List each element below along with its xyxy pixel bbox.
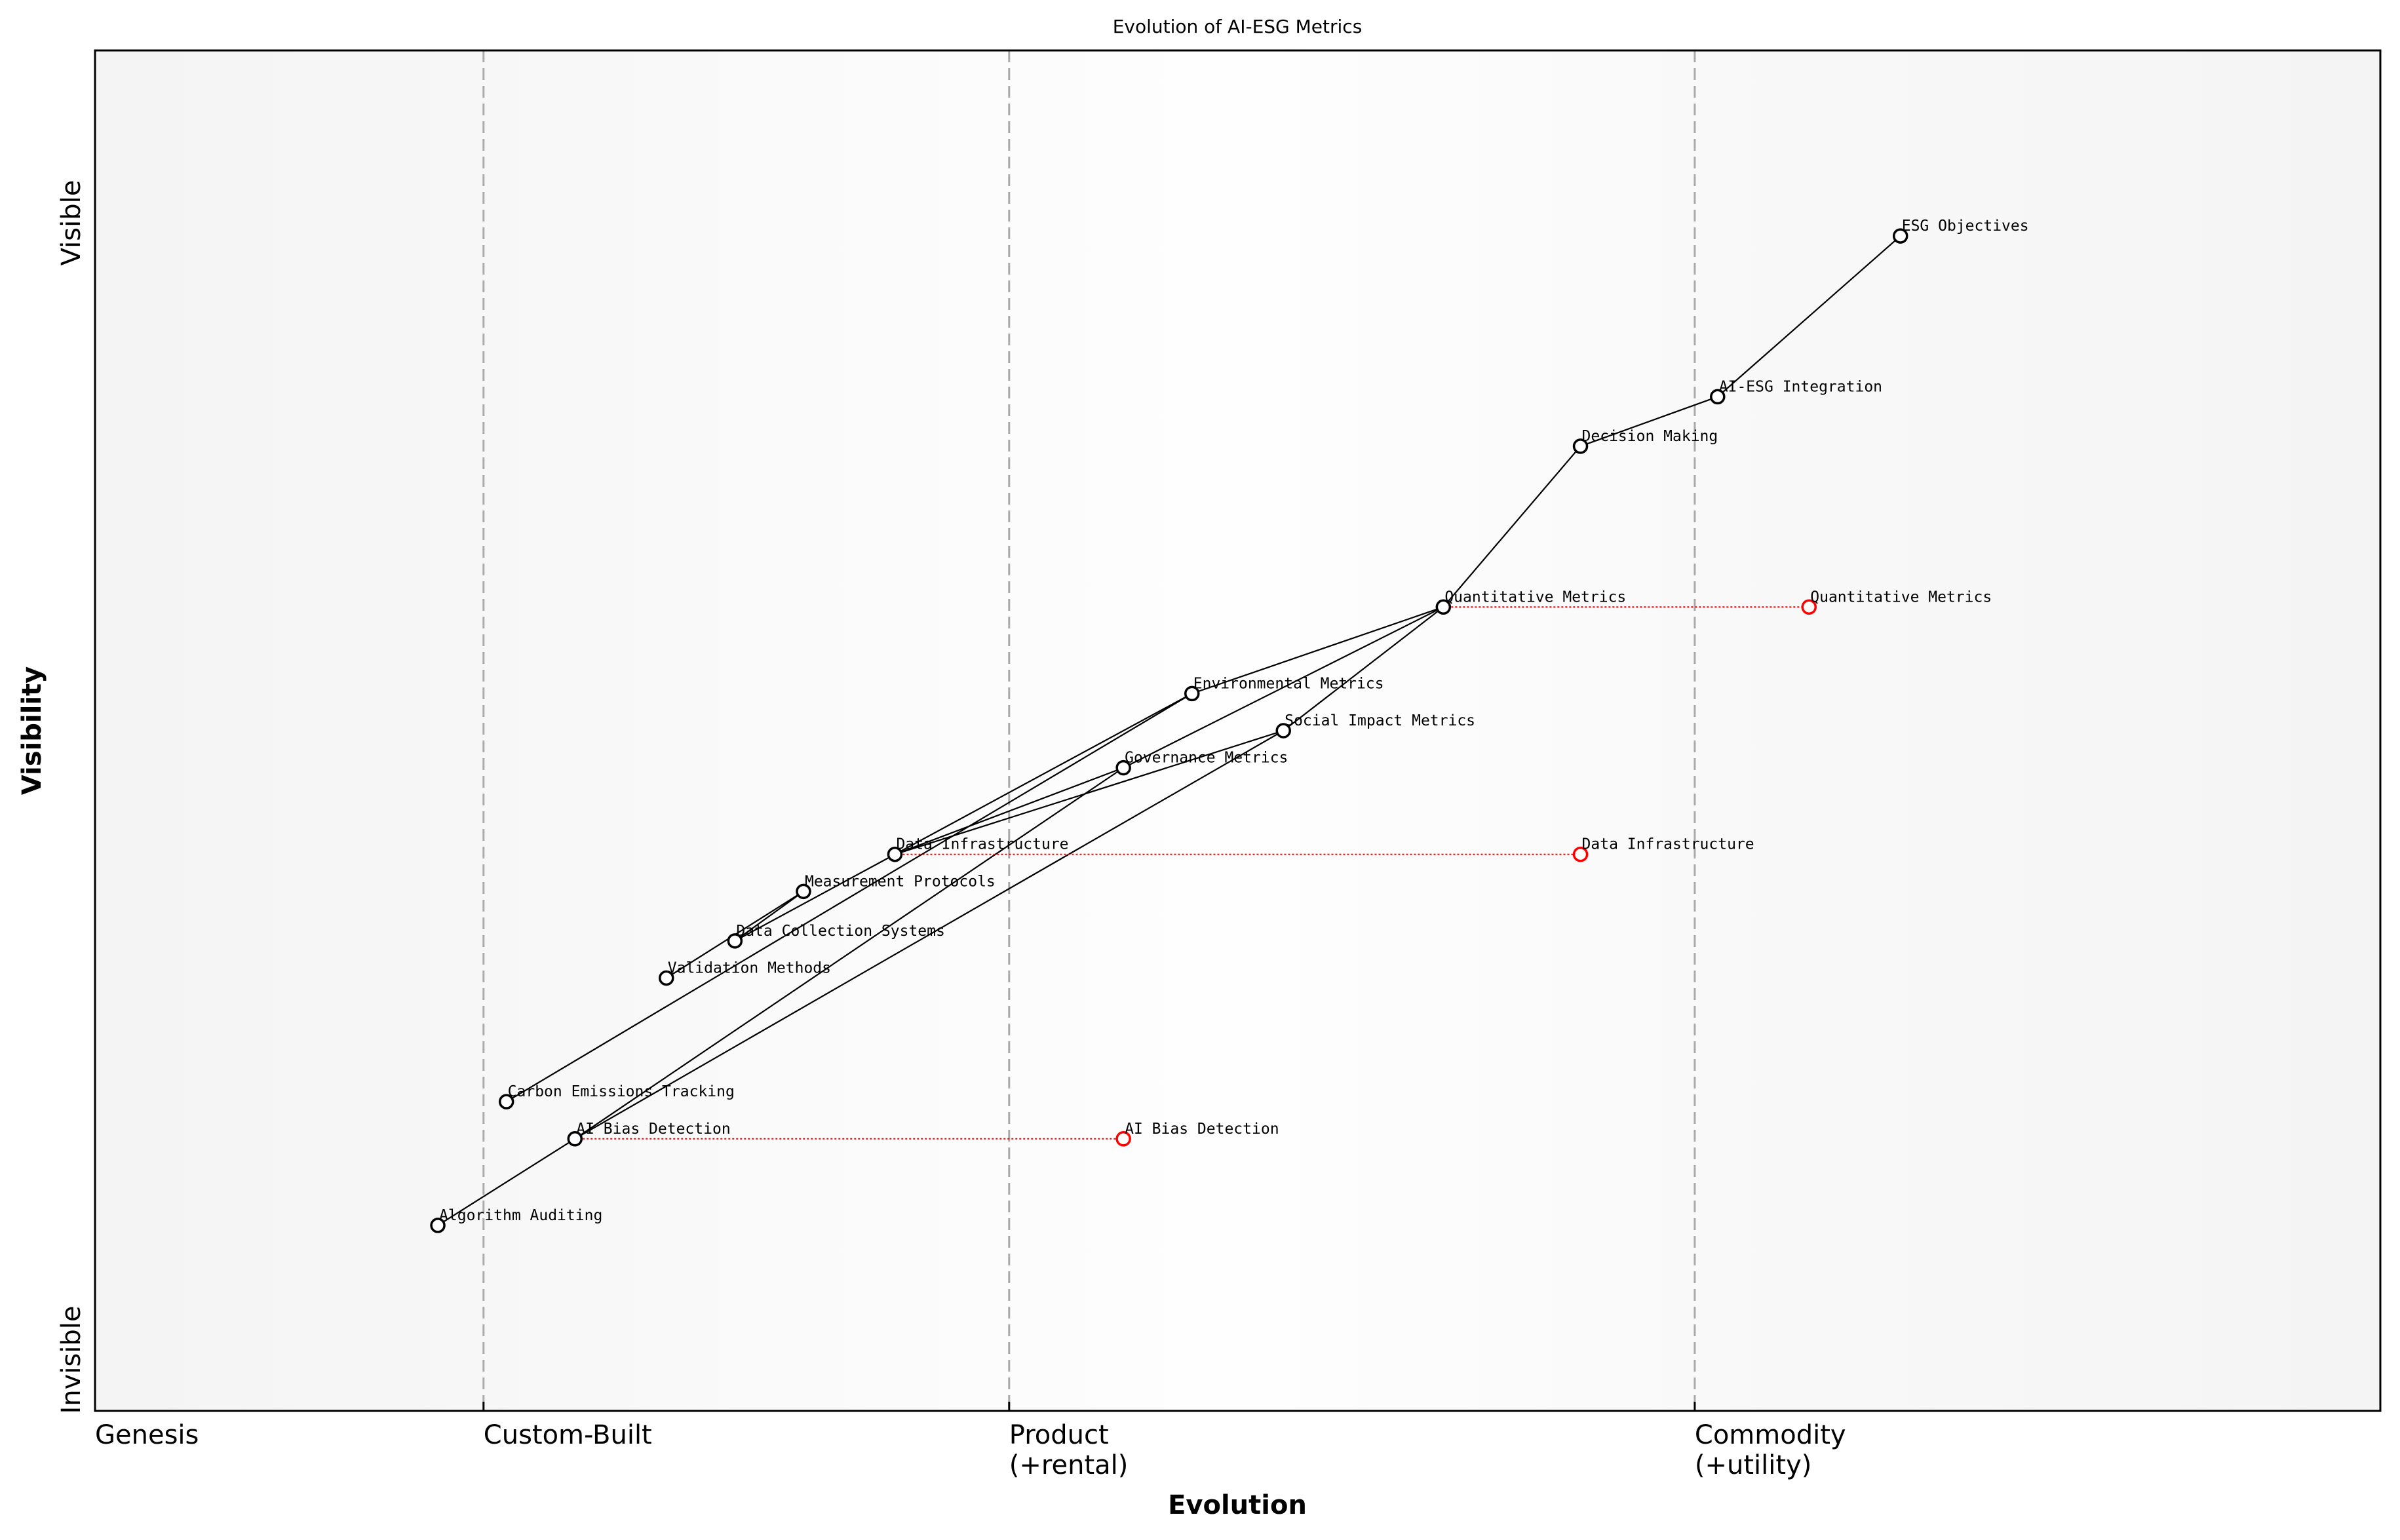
label-quantitative-metrics: Quantitative Metrics (1444, 588, 1626, 606)
point-esg-objectives (1892, 228, 1908, 244)
link-environmental-metrics-to-data-infrastructure (894, 693, 1193, 855)
evolved-point-quantitative-metrics (1801, 599, 1817, 615)
link-governance-metrics-to-ai-bias-detection (574, 767, 1124, 1140)
link-social-impact-metrics-to-data-infrastructure (895, 729, 1284, 855)
link-quantitative-metrics-to-governance-metrics (1123, 606, 1444, 769)
point-decision-making (1572, 438, 1589, 454)
link-quantitative-metrics-to-social-impact-metrics (1283, 606, 1444, 731)
y-axis-label: Visibility (17, 666, 47, 795)
link-governance-metrics-to-data-infrastructure (895, 767, 1124, 855)
label-social-impact-metrics: Social Impact Metrics (1285, 712, 1475, 729)
component-labels: Quantitative Metrics Data Infrastructure A… (439, 218, 2029, 1224)
evolved-label-quantitative-metrics: Quantitative Metrics (1810, 588, 1992, 606)
label-ai-bias-detection: AI Bias Detection (576, 1121, 730, 1138)
label-environmental-metrics: Environmental Metrics (1193, 675, 1384, 692)
x-tick-label-custom-built: Custom-Built (484, 1420, 652, 1450)
point-carbon-emissions-tracking (498, 1094, 514, 1109)
link-environmental-metrics-to-carbon-emissions-tracking (506, 693, 1193, 1103)
x-tick-label-commodity: (+utility) (1695, 1450, 1811, 1480)
link-data-infrastructure-to-data-collection-systems (734, 853, 895, 942)
point-governance-metrics (1115, 760, 1131, 776)
x-tick-label-product: Product (1009, 1420, 1109, 1450)
point-measurement-protocols (796, 883, 811, 900)
x-tick-label-genesis: Genesis (95, 1420, 199, 1450)
link-social-impact-metrics-to-ai-bias-detection (574, 730, 1284, 1140)
x-ticks: Genesis Custom-Built Product(+rental) Commo… (95, 1402, 1846, 1480)
evolved-point-data-infrastructure (1572, 846, 1589, 862)
point-social-impact-metrics (1275, 723, 1291, 739)
evolution-lines (575, 606, 1810, 1140)
link-ai-esg-integration-to-decision-making (1580, 396, 1718, 447)
point-data-collection-systems (727, 933, 743, 949)
plot-background (95, 50, 2380, 1411)
label-esg-objectives: ESG Objectives (1902, 218, 2029, 235)
point-algorithm-auditing (430, 1218, 446, 1233)
x-tick-label-product: (+rental) (1009, 1450, 1129, 1480)
point-environmental-metrics (1184, 685, 1200, 702)
label-governance-metrics: Governance Metrics (1125, 750, 1288, 767)
y-label-invisible: Invisible (56, 1306, 87, 1414)
label-carbon-emissions-tracking: Carbon Emissions Tracking (508, 1083, 735, 1100)
stage-lines (482, 50, 1696, 1411)
links (437, 235, 1901, 1226)
label-data-collection-systems: Data Collection Systems (736, 923, 945, 940)
link-esg-objectives-to-ai-esg-integration (1717, 235, 1901, 398)
component-points (430, 228, 1908, 1233)
link-measurement-protocols-to-data-collection-systems (734, 891, 804, 942)
label-algorithm-auditing: Algorithm Auditing (439, 1207, 602, 1224)
point-ai-bias-detection (567, 1131, 583, 1147)
link-decision-making-to-quantitative-metrics (1442, 446, 1581, 607)
chart-title: Evolution of AI-ESG Metrics (1113, 16, 1363, 37)
plot-frame (94, 49, 2382, 1412)
x-axis-label: Evolution (1168, 1490, 1307, 1520)
label-decision-making: Decision Making (1582, 428, 1718, 445)
y-label-visible: Visible (56, 180, 87, 266)
link-quantitative-metrics-to-environmental-metrics (1191, 606, 1444, 695)
label-data-infrastructure: Data Infrastructure (896, 836, 1068, 853)
label-measurement-protocols: Measurement Protocols (805, 873, 996, 890)
label-ai-esg-integration: AI-ESG Integration (1719, 378, 1882, 395)
point-ai-esg-integration (1710, 389, 1726, 405)
evolved-label-ai-bias-detection: AI Bias Detection (1125, 1121, 1279, 1138)
link-ai-bias-detection-to-algorithm-auditing (437, 1138, 575, 1226)
evolved-label-data-infrastructure: Data Infrastructure (1582, 836, 1754, 853)
point-quantitative-metrics (1435, 599, 1452, 615)
point-validation-methods (659, 970, 674, 986)
label-validation-methods: Validation Methods (668, 959, 831, 976)
evolved-point-ai-bias-detection (1115, 1131, 1131, 1147)
x-tick-label-commodity: Commodity (1695, 1420, 1846, 1450)
point-data-infrastructure (887, 846, 903, 862)
